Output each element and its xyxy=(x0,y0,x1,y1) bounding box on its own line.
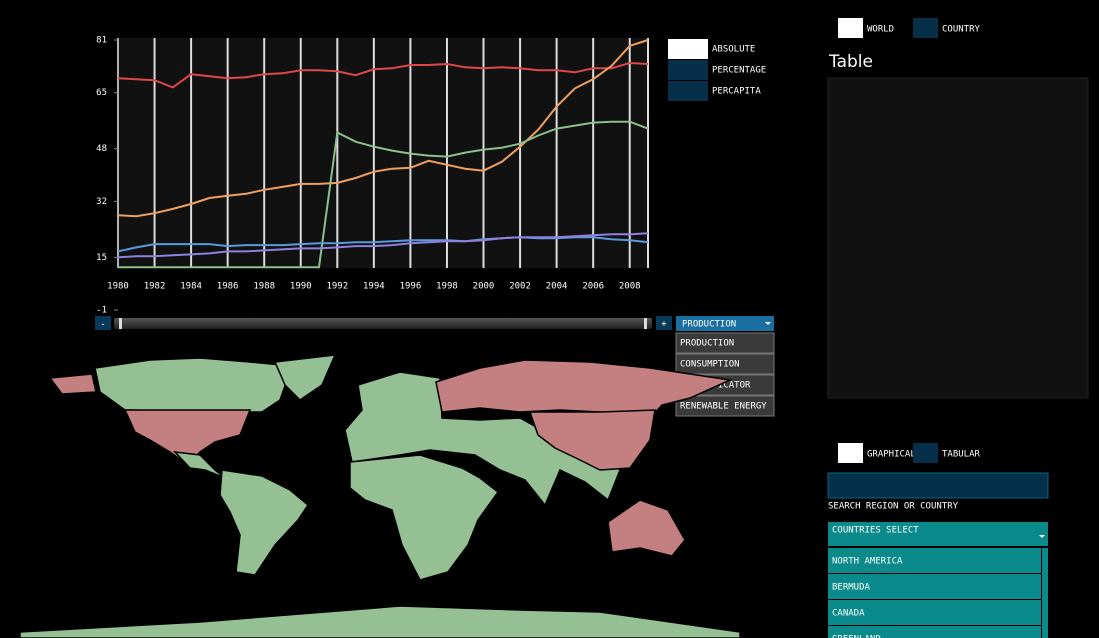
select-label[interactable]: COUNTRIES SELECT xyxy=(832,526,919,536)
dropdown-arrow xyxy=(765,322,771,325)
dropdown[interactable] xyxy=(676,316,774,331)
toggle-label[interactable]: COUNTRY xyxy=(942,25,981,35)
country[interactable] xyxy=(344,371,621,507)
table-panel xyxy=(827,77,1089,399)
mode-label[interactable]: ABSOLUTE xyxy=(712,45,755,55)
x-tick-label: 1984 xyxy=(180,282,202,292)
country[interactable] xyxy=(607,499,686,557)
list-item[interactable] xyxy=(828,626,1041,638)
mode-swatch[interactable] xyxy=(668,81,708,101)
list-item-label[interactable]: NORTH AMERICA xyxy=(832,557,903,567)
toggle-swatch[interactable] xyxy=(913,18,938,38)
y-tick-label: 81 xyxy=(96,36,107,46)
select-arrow xyxy=(1039,535,1045,538)
dropdown-option-label[interactable]: RENEWABLE ENERGY xyxy=(680,402,767,412)
country[interactable] xyxy=(219,469,309,576)
toggle-swatch[interactable] xyxy=(913,443,938,463)
x-tick-label: 1992 xyxy=(326,282,348,292)
series-line xyxy=(118,120,649,269)
country[interactable] xyxy=(48,373,97,395)
series-line xyxy=(117,232,649,259)
dropdown-option[interactable] xyxy=(675,395,775,417)
search-label: SEARCH REGION OR COUNTRY xyxy=(828,502,959,512)
slider-button-label[interactable]: + xyxy=(661,320,667,330)
slider-handle[interactable] xyxy=(119,318,122,329)
series-line xyxy=(117,39,649,218)
mode-swatch[interactable] xyxy=(668,60,708,80)
x-tick-label: 1980 xyxy=(107,282,129,292)
slider-button[interactable] xyxy=(95,316,111,330)
x-tick-label: 1990 xyxy=(290,282,312,292)
x-tick-label: 2004 xyxy=(546,282,568,292)
dropdown-selected[interactable]: PRODUCTION xyxy=(682,320,736,330)
select-box[interactable] xyxy=(828,522,1048,546)
slider-button[interactable] xyxy=(656,316,672,330)
series-line xyxy=(117,61,649,89)
x-tick-label: 2002 xyxy=(509,282,531,292)
dropdown-option-label[interactable]: PRODUCTION xyxy=(680,339,734,349)
y-tick-label: -1 xyxy=(96,306,107,316)
x-tick-label: 1988 xyxy=(253,282,275,292)
mode-label[interactable]: PERCENTAGE xyxy=(712,66,766,76)
world-map xyxy=(19,354,741,638)
y-tick-label: 48 xyxy=(96,144,107,154)
toggle-label[interactable]: WORLD xyxy=(867,25,894,35)
list-item[interactable] xyxy=(828,600,1041,625)
slider-button-label[interactable]: - xyxy=(100,320,105,330)
x-tick-label: 2008 xyxy=(619,282,641,292)
mode-swatch[interactable] xyxy=(668,39,708,59)
x-tick-label: 1986 xyxy=(217,282,239,292)
x-tick-label: 1996 xyxy=(400,282,422,292)
country[interactable] xyxy=(528,409,656,471)
panel-title: Table xyxy=(828,52,873,72)
x-tick-label: 1982 xyxy=(144,282,166,292)
toggle-label[interactable]: TABULAR xyxy=(942,450,981,460)
slider-track[interactable] xyxy=(114,318,652,329)
y-tick-label: 32 xyxy=(96,197,107,207)
country[interactable] xyxy=(435,359,733,421)
list-item-label[interactable]: GREENLAND xyxy=(832,635,881,638)
x-tick-label: 2006 xyxy=(582,282,604,292)
country[interactable] xyxy=(94,357,294,413)
toggle-label[interactable]: GRAPHICAL xyxy=(867,450,916,460)
toggle-swatch[interactable] xyxy=(838,18,863,38)
mode-label[interactable]: PERCAPITA xyxy=(712,87,761,97)
list-item-label[interactable]: BERMUDA xyxy=(832,583,871,593)
search-box[interactable] xyxy=(827,472,1049,499)
x-tick-label: 2000 xyxy=(473,282,495,292)
list-item-label[interactable]: CANADA xyxy=(832,609,865,619)
country[interactable] xyxy=(349,454,500,581)
x-tick-label: 1998 xyxy=(436,282,458,292)
line-chart: 1980 1982 1984 1986 1988 1990 1992 1994 1996 1998… xyxy=(96,36,649,316)
toggle-swatch[interactable] xyxy=(838,443,863,463)
x-tick-label: 1994 xyxy=(363,282,385,292)
dropdown-option-label[interactable]: CONSUMPTION xyxy=(680,360,740,370)
dropdown-option[interactable] xyxy=(675,332,775,354)
country-list: NORTH AMERICA BERMUDA CANADA GREENLAND xyxy=(828,548,1041,638)
list-item[interactable] xyxy=(828,574,1041,599)
country[interactable] xyxy=(19,605,741,638)
list-item[interactable] xyxy=(828,548,1041,573)
slider-handle[interactable] xyxy=(644,318,647,329)
dropdown-option[interactable] xyxy=(675,353,775,375)
scrollbar[interactable] xyxy=(1042,548,1048,638)
y-tick-label: 15 xyxy=(96,253,107,263)
y-tick-label: 65 xyxy=(96,88,107,98)
country[interactable] xyxy=(273,354,337,401)
